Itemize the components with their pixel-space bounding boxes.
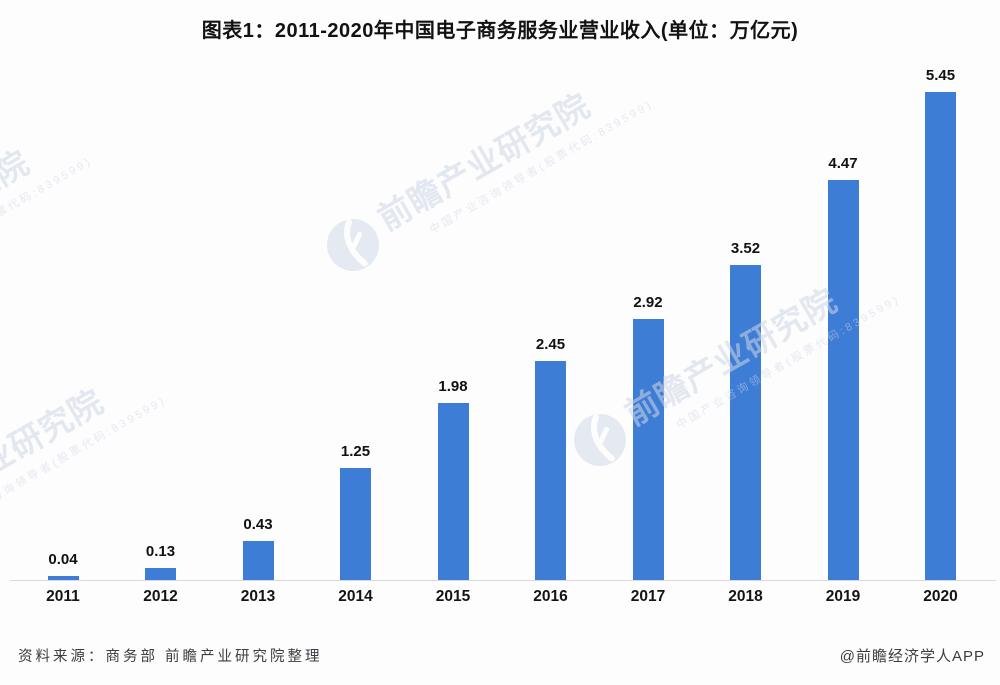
x-tick-label: 2014 [338,588,373,605]
credit-note: @前瞻经济学人APP [839,648,985,665]
bar-2020 [925,92,956,580]
bar-2017 [632,319,664,580]
bar-2018 [730,265,761,580]
bar-value-label: 5.45 [925,67,956,84]
x-tick-label: 2019 [825,588,861,605]
x-tick-label: 2017 [630,588,666,605]
x-tick-label: 2013 [240,588,276,605]
x-tick-label: 2020 [923,588,958,605]
bar-value-label: 0.43 [243,516,273,533]
bar-value-label: 3.52 [730,240,761,257]
bar-2019 [827,180,859,580]
source-note: 资料来源：商务部 前瞻产业研究院整理 [18,649,323,665]
bar-2015 [437,403,469,580]
bar-value-label: 1.25 [340,443,371,460]
bar-2013 [242,541,274,580]
x-tick-label: 2016 [533,588,568,605]
bar-value-label: 2.92 [633,294,663,311]
bar-2012 [145,568,176,580]
chart-title: 图表1：2011-2020年中国电子商务服务业营业收入(单位：万亿元) [201,20,799,42]
bar-2016 [535,361,566,580]
bar-value-label: 2.45 [535,336,566,353]
x-tick-label: 2015 [435,588,471,605]
bar-2011 [47,576,79,580]
bar-value-label: 0.04 [48,551,78,568]
x-tick-label: 2011 [46,588,80,605]
bar-2014 [340,468,371,580]
x-axis-line [10,580,996,581]
x-tick-label: 2018 [728,588,763,605]
bar-value-label: 0.13 [145,543,176,560]
bar-value-label: 4.47 [828,155,858,172]
bar-value-label: 1.98 [438,378,468,395]
x-tick-label: 2012 [143,588,178,605]
